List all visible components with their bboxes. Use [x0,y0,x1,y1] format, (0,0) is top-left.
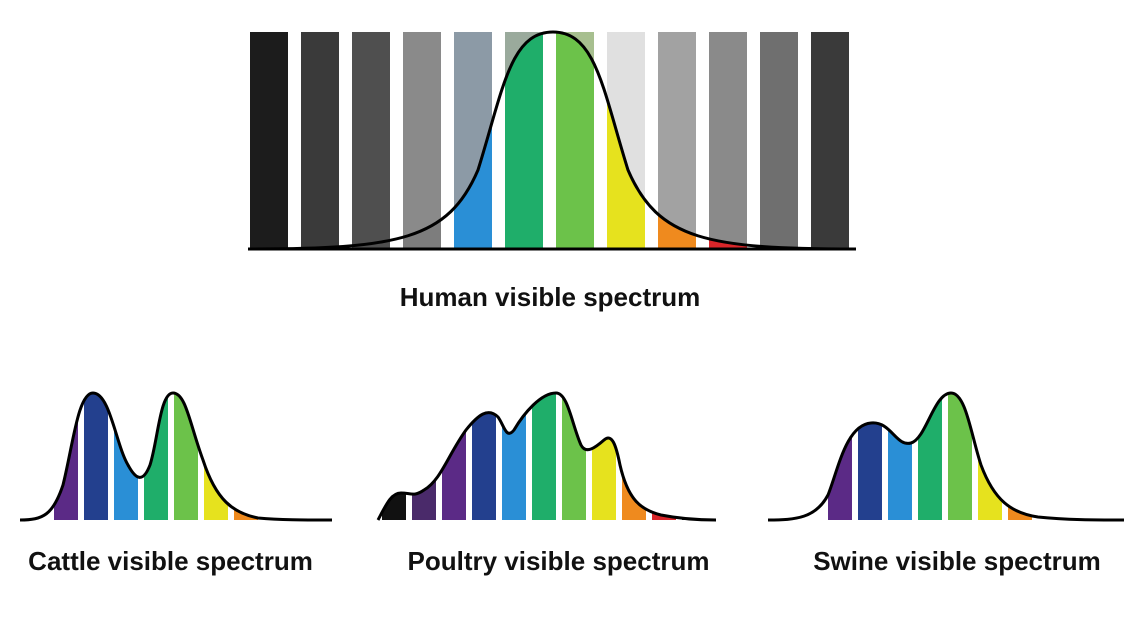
poultry-color-bar [682,393,706,520]
swine-sensitivity-curve [767,391,1125,522]
cattle-color-bars [54,393,288,520]
poultry-color-bar [472,393,496,520]
poultry-color-bar [562,393,586,520]
human-sensitivity-curve [248,30,857,251]
human-grey-bar [352,32,390,249]
human-grey-bar [403,32,441,249]
cattle-color-bar [264,393,288,520]
poultry-color-bar [652,393,676,520]
poultry-spectrum-panel [376,385,721,530]
poultry-caption: Poultry visible spectrum [407,546,710,576]
human-grey-bar [250,32,288,249]
swine-color-bar [918,393,942,520]
poultry-sensitivity-curve [376,391,717,522]
human-spectrum-panel [248,30,860,256]
swine-spectrum-panel [766,385,1126,530]
swine-color-bar [978,393,1002,520]
cattle-sensitivity-curve [19,391,333,522]
poultry-spectrum-graphic [376,391,717,522]
human-grey-bar [301,32,339,249]
cattle-color-bar [84,393,108,520]
swine-spectrum-graphic [767,391,1125,522]
poultry-color-bar [442,393,466,520]
swine-color-bar [828,393,852,520]
swine-color-bar [858,393,882,520]
human-spectrum-graphic [248,30,857,251]
human-grey-bar [811,32,849,249]
cattle-caption: Cattle visible spectrum [28,546,313,576]
human-grey-bar [760,32,798,249]
poultry-color-bar [532,393,556,520]
swine-color-bar [1008,393,1032,520]
poultry-color-bar [502,393,526,520]
poultry-color-bar [382,393,406,520]
cattle-color-bar [114,393,138,520]
swine-caption: Swine visible spectrum [813,546,1101,576]
human-color-bar [556,32,594,249]
human-caption: Human visible spectrum [399,282,701,312]
poultry-color-bar [592,393,616,520]
cattle-spectrum-panel [18,385,338,530]
cattle-spectrum-graphic [19,391,333,522]
swine-color-bar [888,393,912,520]
swine-color-bar [948,393,972,520]
poultry-color-bars [382,393,706,520]
human-grey-bar [709,32,747,249]
cattle-color-bar [234,393,258,520]
human-grey-bar [658,32,696,249]
poultry-color-bar [412,393,436,520]
